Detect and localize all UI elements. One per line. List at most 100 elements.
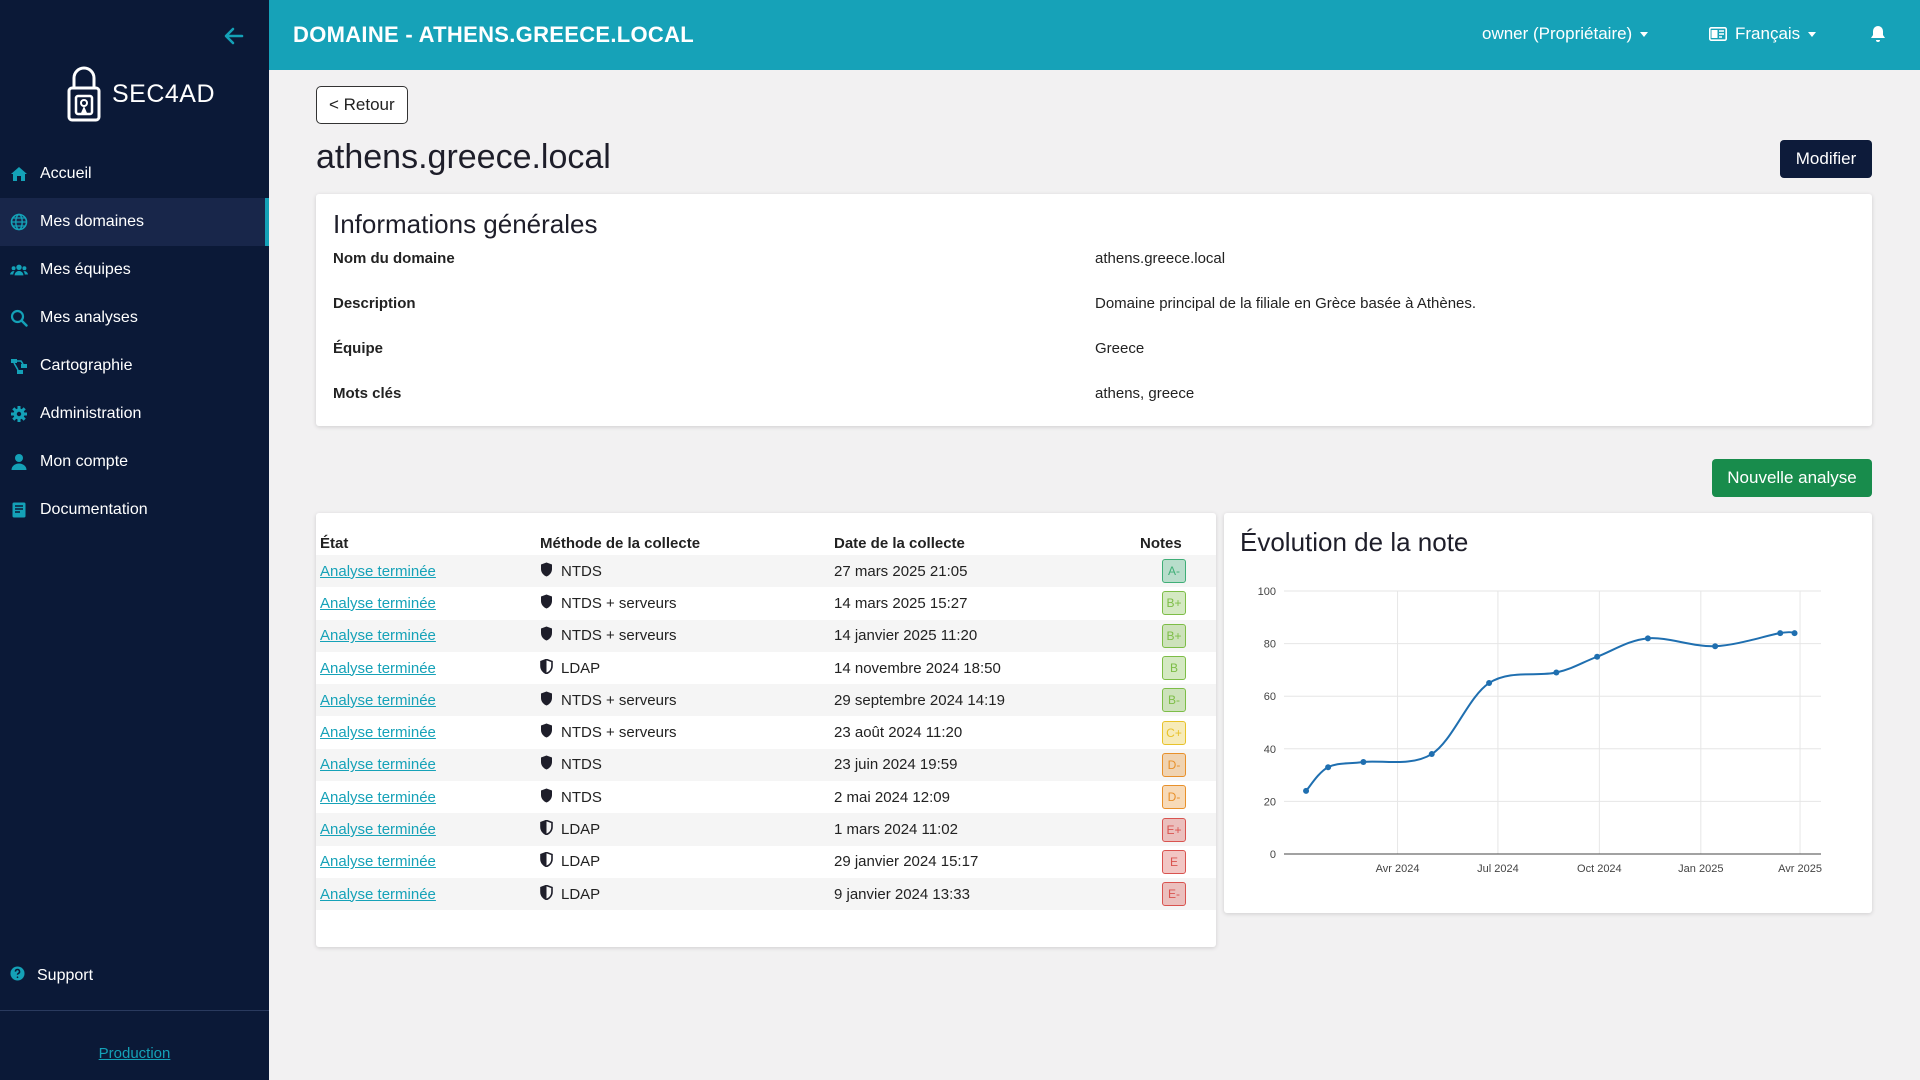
sidebar-item-documentation[interactable]: Documentation <box>0 486 269 534</box>
sidebar-item-mes-domaines[interactable]: Mes domaines <box>0 198 269 246</box>
analysis-link[interactable]: Analyse terminée <box>320 788 436 806</box>
x-tick-label: Oct 2024 <box>1577 863 1622 875</box>
shield-icon <box>540 626 553 645</box>
grade-badge: B+ <box>1162 591 1186 616</box>
method-cell: NTDS + serveurs <box>536 684 830 717</box>
shield-icon <box>540 691 553 710</box>
analyses-table: État Méthode de la collecte Date de la c… <box>316 531 1216 911</box>
column-header-grade: Notes <box>1140 534 1182 552</box>
x-tick-label: Avr 2024 <box>1376 863 1420 875</box>
analysis-link[interactable]: Analyse terminée <box>320 594 436 612</box>
chevron-down-icon <box>1808 31 1817 37</box>
date-cell: 2 mai 2024 12:09 <box>834 788 950 806</box>
method-label: NTDS + serveurs <box>561 691 677 709</box>
home-icon <box>10 165 28 183</box>
info-label: Équipe <box>333 340 384 357</box>
environment-link[interactable]: Production <box>98 1045 171 1062</box>
data-point <box>1325 764 1332 771</box>
state-cell: Analyse terminée <box>316 619 536 652</box>
table-row: Analyse terminée LDAP 9 janvier 2024 13:33… <box>316 877 1216 911</box>
column-header-date: Date de la collecte <box>834 534 965 552</box>
info-value: Greece <box>1095 340 1145 357</box>
analysis-link[interactable]: Analyse terminée <box>320 821 436 839</box>
grade-cell: E+ <box>1136 813 1216 846</box>
x-tick-label: Avr 2025 <box>1778 863 1822 875</box>
data-point <box>1428 751 1435 758</box>
y-tick-label: 0 <box>1270 849 1276 861</box>
method-label: LDAP <box>561 821 601 839</box>
info-value: athens, greece <box>1095 385 1195 402</box>
shield-icon <box>540 723 553 742</box>
analysis-link[interactable]: Analyse terminée <box>320 885 436 903</box>
sidebar-divider <box>0 1010 269 1011</box>
edit-button[interactable]: Modifier <box>1780 140 1872 178</box>
sidebar-item-label: Documentation <box>40 501 148 518</box>
grade-badge: E- <box>1162 882 1186 907</box>
sidebar-item-accueil[interactable]: Accueil <box>0 150 269 198</box>
language-menu[interactable]: Français <box>1709 24 1817 44</box>
table-row: Analyse terminée NTDS 2 mai 2024 12:09 D- <box>316 781 1216 813</box>
new-analysis-button[interactable]: Nouvelle analyse <box>1712 459 1872 497</box>
arrow-left-icon <box>224 27 244 45</box>
sidebar: SEC4AD Accueil Mes domaines Mes équipes … <box>0 0 269 1080</box>
data-point <box>1486 680 1493 687</box>
analysis-link[interactable]: Analyse terminée <box>320 562 436 580</box>
collapse-sidebar-button[interactable] <box>222 24 246 48</box>
grade-cell: D- <box>1136 748 1216 782</box>
shield-icon <box>540 562 553 581</box>
method-label: LDAP <box>561 659 601 677</box>
method-cell: NTDS <box>536 781 830 813</box>
sidebar-item-mes-analyses[interactable]: Mes analyses <box>0 294 269 342</box>
method-cell: NTDS + serveurs <box>536 619 830 652</box>
info-value: athens.greece.local <box>1095 250 1226 267</box>
analysis-link[interactable]: Analyse terminée <box>320 659 436 677</box>
method-label: NTDS <box>561 562 602 580</box>
analysis-link[interactable]: Analyse terminée <box>320 627 436 645</box>
table-row: Analyse terminée NTDS + serveurs 14 mars 2… <box>316 587 1216 619</box>
state-cell: Analyse terminée <box>316 555 536 588</box>
analysis-link[interactable]: Analyse terminée <box>320 724 436 742</box>
table-header-row: État Méthode de la collecte Date de la c… <box>316 531 1216 555</box>
back-button[interactable]: < Retour <box>316 86 408 124</box>
grade-cell: B <box>1136 652 1216 684</box>
lock-icon <box>67 66 101 122</box>
page-title: athens.greece.local <box>316 138 611 176</box>
shield-icon <box>540 851 553 871</box>
sidebar-item-mon-compte[interactable]: Mon compte <box>0 438 269 486</box>
grade-badge: B- <box>1162 688 1186 713</box>
grade-badge: A- <box>1162 559 1186 584</box>
table-row: Analyse terminée NTDS + serveurs 29 septem… <box>316 684 1216 717</box>
grade-badge: E+ <box>1162 817 1186 842</box>
language-menu-label: Français <box>1735 24 1801 43</box>
shield-icon <box>540 819 553 839</box>
y-tick-label: 40 <box>1264 744 1276 756</box>
grade-badge: C+ <box>1162 720 1186 745</box>
sidebar-item-cartographie[interactable]: Cartographie <box>0 342 269 390</box>
date-cell: 1 mars 2024 11:02 <box>830 813 1136 846</box>
method-cell: NTDS + serveurs <box>536 716 830 748</box>
grade-cell: E <box>1136 846 1216 878</box>
state-cell: Analyse terminée <box>316 748 536 782</box>
user-menu[interactable]: owner (Propriétaire) <box>1482 24 1649 44</box>
analysis-link[interactable]: Analyse terminée <box>320 691 436 709</box>
info-label: Mots clés <box>333 385 402 402</box>
sitemap-icon <box>10 357 28 375</box>
y-tick-label: 20 <box>1264 796 1276 808</box>
method-cell: LDAP <box>536 652 830 684</box>
grade-badge: B+ <box>1162 623 1186 648</box>
users-icon <box>10 261 28 279</box>
language-card-icon <box>1709 27 1727 41</box>
table-row: Analyse terminée NTDS + serveurs 14 janvie… <box>316 619 1216 652</box>
user-icon <box>10 453 28 471</box>
notifications-button[interactable] <box>1870 25 1886 48</box>
info-value: Domaine principal de la filiale en Grèce… <box>1095 295 1477 312</box>
support-link[interactable]: Support <box>10 966 93 986</box>
column-header-method: Méthode de la collecte <box>540 534 701 552</box>
analysis-link[interactable]: Analyse terminée <box>320 853 436 871</box>
sidebar-item-mes-equipes[interactable]: Mes équipes <box>0 246 269 294</box>
state-cell: Analyse terminée <box>316 877 536 911</box>
search-icon <box>10 309 28 327</box>
table-row: Analyse terminée LDAP 14 novembre 2024 18:… <box>316 652 1216 684</box>
analysis-link[interactable]: Analyse terminée <box>320 756 436 774</box>
sidebar-item-administration[interactable]: Administration <box>0 390 269 438</box>
